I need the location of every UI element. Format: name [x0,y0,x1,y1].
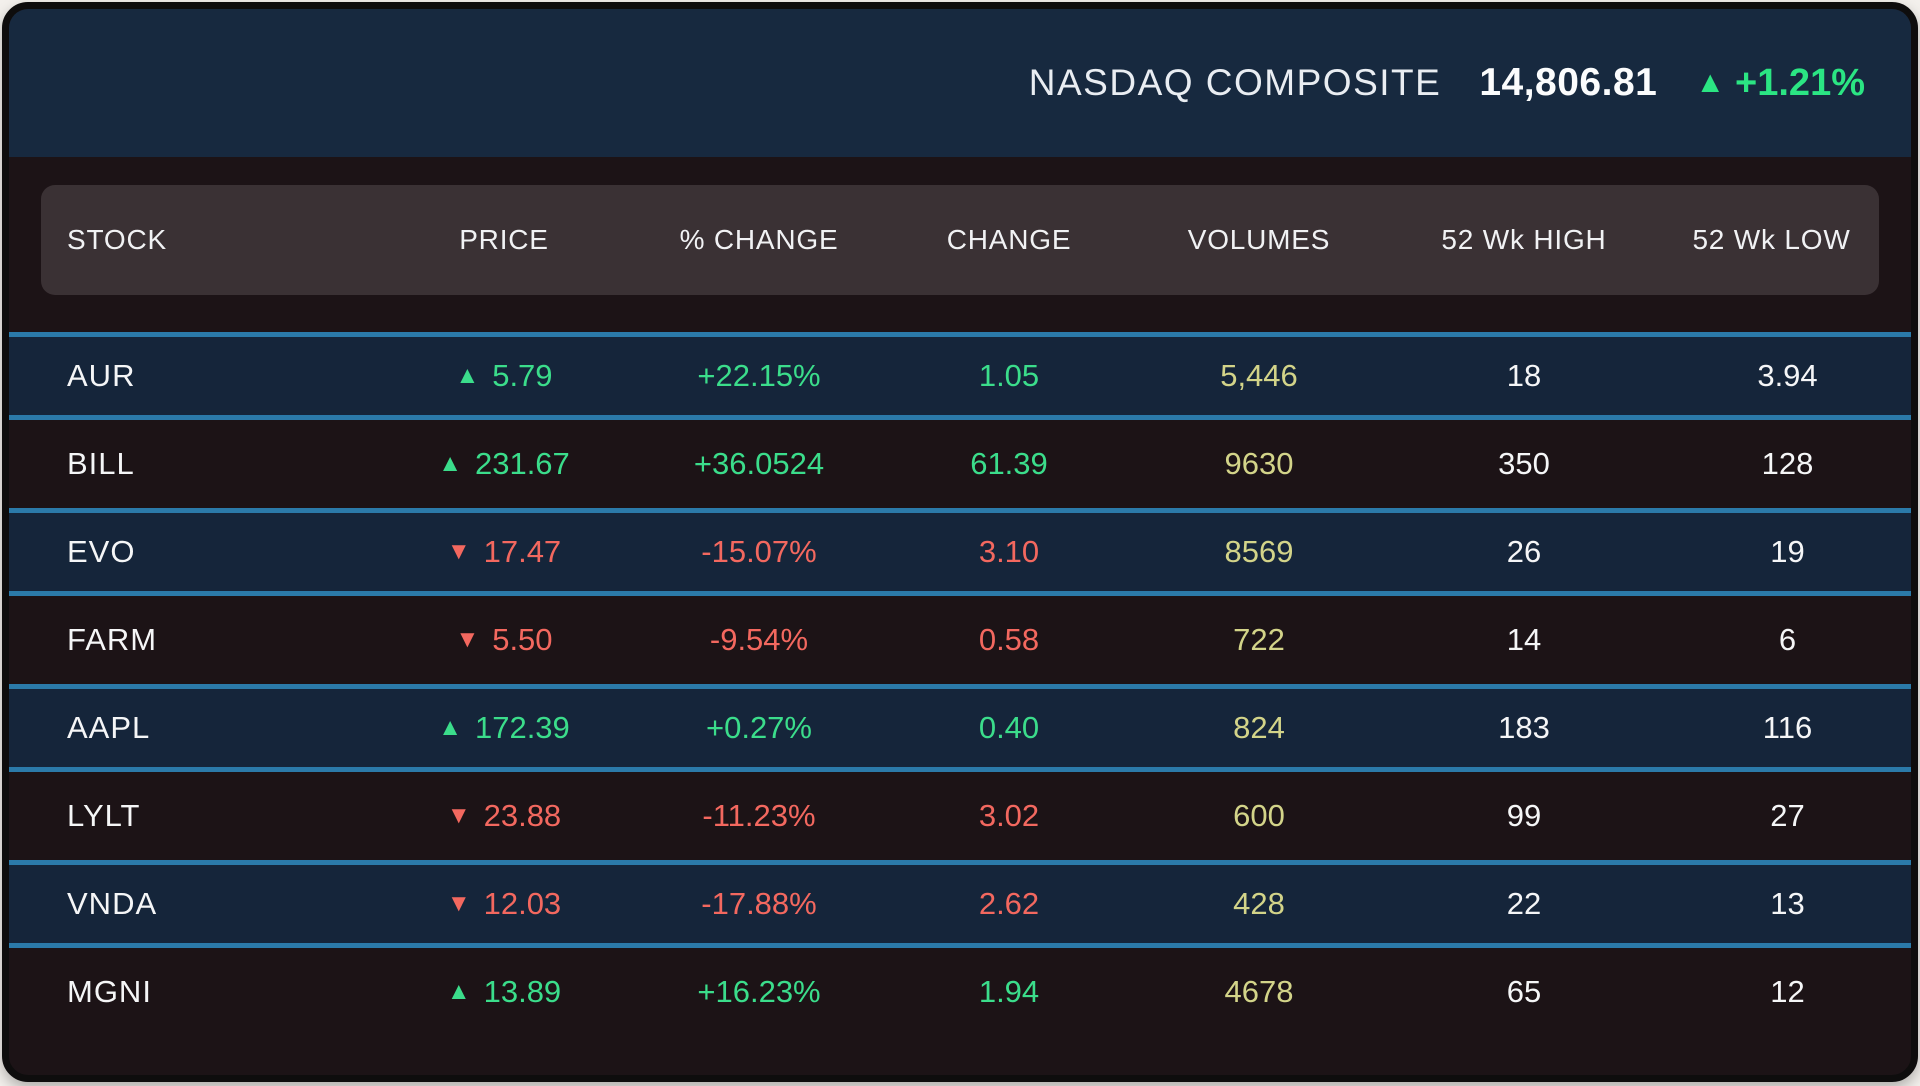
change-cell: 1.05 [978,358,1040,393]
stock-symbol: FARM [67,622,158,657]
change-cell: 61.39 [970,446,1048,481]
index-change-percent: +1.21% [1735,61,1865,104]
table-row[interactable]: BILL ▲ 231.67 +36.0524 61.39 9630 350 12… [9,420,1911,508]
price-cell: ▼ 23.88 [374,798,634,834]
down-triangle-icon: ▼ [446,890,471,917]
price-value: 231.67 [474,446,570,481]
change-cell: 1.94 [978,974,1040,1009]
low-52wk-cell: 6 [1778,622,1797,657]
price-cell: ▼ 12.03 [374,886,634,922]
stock-table-body: AUR ▲ 5.79 +22.15% 1.05 5,446 18 3.94 BI… [9,332,1911,1036]
change-cell: 0.40 [978,710,1040,745]
volume-cell: 428 [1233,886,1285,921]
high-52wk-cell: 14 [1506,622,1542,657]
index-change: ▲ +1.21% [1695,62,1865,105]
high-52wk-cell: 65 [1506,974,1542,1009]
column-header-price: PRICE [459,224,549,255]
up-triangle-icon: ▲ [446,978,471,1005]
volume-cell: 722 [1233,622,1285,657]
low-52wk-cell: 116 [1762,710,1813,745]
change-cell: 3.10 [978,534,1040,569]
column-header-52wk-low: 52 Wk LOW [1692,224,1851,255]
high-52wk-cell: 350 [1498,446,1550,481]
percent-change-cell: -9.54% [709,622,809,657]
stock-symbol: MGNI [67,974,152,1009]
up-triangle-icon: ▲ [438,714,462,741]
low-52wk-cell: 19 [1770,534,1805,569]
price-cell: ▲ 172.39 [374,710,634,746]
index-value: 14,806.81 [1479,61,1658,104]
price-cell: ▼ 5.50 [374,622,634,658]
low-52wk-cell: 128 [1761,446,1814,481]
up-triangle-icon: ▲ [1695,66,1726,99]
price-cell: ▲ 5.79 [374,358,634,394]
down-triangle-icon: ▼ [446,538,471,565]
table-row[interactable]: LYLT ▼ 23.88 -11.23% 3.02 600 99 27 [9,772,1911,860]
percent-change-cell: +16.23% [697,974,821,1009]
table-row[interactable]: AUR ▲ 5.79 +22.15% 1.05 5,446 18 3.94 [9,332,1911,420]
column-header-stock: STOCK [67,224,167,255]
volume-cell: 5,446 [1220,358,1298,393]
percent-change-cell: +36.0524 [693,446,825,481]
volume-cell: 824 [1233,710,1285,745]
price-value: 17.47 [483,534,562,569]
percent-change-cell: -15.07% [701,534,817,569]
column-header-volumes: VOLUMES [1187,224,1331,255]
table-row[interactable]: VNDA ▼ 12.03 -17.88% 2.62 428 22 13 [9,860,1911,948]
up-triangle-icon: ▲ [438,450,462,477]
down-triangle-icon: ▼ [446,802,471,829]
change-cell: 0.58 [978,622,1040,657]
volume-cell: 9630 [1224,446,1294,481]
low-52wk-cell: 12 [1770,974,1805,1009]
percent-change-cell: +0.27% [705,710,812,745]
stock-symbol: LYLT [67,798,141,833]
column-header-52wk-high: 52 Wk HIGH [1441,224,1607,255]
index-bar: NASDAQ COMPOSITE 14,806.81 ▲ +1.21% [9,9,1911,157]
percent-change-cell: -17.88% [701,886,817,921]
low-52wk-cell: 27 [1770,798,1805,833]
table-row[interactable]: EVO ▼ 17.47 -15.07% 3.10 8569 26 19 [9,508,1911,596]
price-cell: ▲ 13.89 [374,974,634,1010]
percent-change-cell: +22.15% [697,358,821,393]
price-value: 5.79 [492,358,553,393]
table-header: STOCK PRICE % CHANGE CHANGE VOLUMES 52 W… [41,185,1879,295]
table-row[interactable]: FARM ▼ 5.50 -9.54% 0.58 722 14 6 [9,596,1911,684]
stock-symbol: VNDA [67,886,158,921]
price-value: 172.39 [474,710,570,745]
price-value: 12.03 [483,886,562,921]
column-header-change: CHANGE [946,224,1072,255]
percent-change-cell: -11.23% [702,798,816,833]
stock-symbol: EVO [67,534,136,569]
low-52wk-cell: 13 [1770,886,1805,921]
volume-cell: 600 [1233,798,1285,833]
price-value: 5.50 [492,622,553,657]
stock-symbol: BILL [67,446,135,481]
high-52wk-cell: 26 [1506,534,1542,569]
price-value: 23.88 [483,798,562,833]
change-cell: 2.62 [978,886,1040,921]
down-triangle-icon: ▼ [455,626,480,653]
price-cell: ▲ 231.67 [374,446,634,482]
volume-cell: 8569 [1224,534,1294,569]
price-cell: ▼ 17.47 [374,534,634,570]
price-value: 13.89 [483,974,562,1009]
up-triangle-icon: ▲ [455,362,480,389]
low-52wk-cell: 3.94 [1757,358,1818,393]
high-52wk-cell: 99 [1506,798,1542,833]
high-52wk-cell: 183 [1498,710,1550,745]
change-cell: 3.02 [978,798,1040,833]
column-header-percent-change: % CHANGE [679,224,839,255]
table-row[interactable]: AAPL ▲ 172.39 +0.27% 0.40 824 183 116 [9,684,1911,772]
index-name: NASDAQ COMPOSITE [1028,62,1442,103]
high-52wk-cell: 18 [1506,358,1542,393]
stock-symbol: AAPL [67,710,151,745]
volume-cell: 4678 [1224,974,1294,1009]
high-52wk-cell: 22 [1506,886,1542,921]
stock-symbol: AUR [67,358,136,393]
table-row[interactable]: MGNI ▲ 13.89 +16.23% 1.94 4678 65 12 [9,948,1911,1036]
